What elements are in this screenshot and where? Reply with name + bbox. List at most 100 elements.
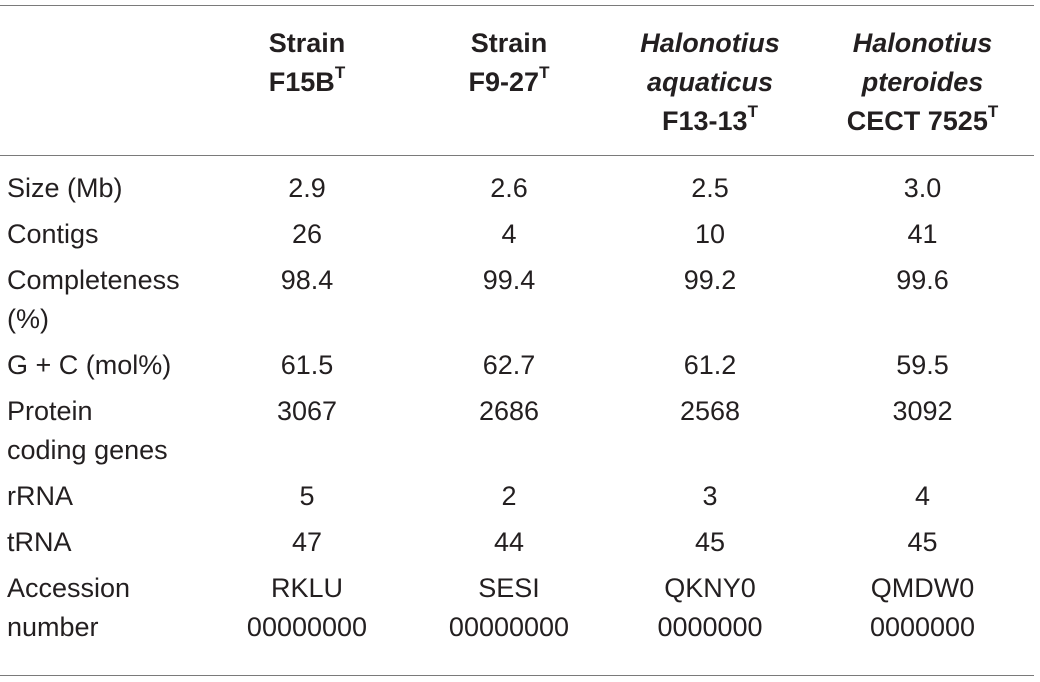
cell-value: 3 <box>702 481 718 511</box>
cell-value: 45 <box>694 527 726 557</box>
column-header-line: Strain <box>205 24 409 63</box>
cell-value: 99.4 <box>482 265 536 295</box>
table-cell: 5 <box>205 470 409 516</box>
table-body: Size (Mb) 2.9 2.6 2.5 3.0 Contigs 26 4 10 41 Compl… <box>0 155 1034 647</box>
column-header: Strain F15BT <box>205 6 409 155</box>
table-cell: 4 <box>811 470 1034 516</box>
cell-value: 41 <box>907 219 938 249</box>
cell-value: 2.9 <box>288 173 326 203</box>
table-row: Contigs 26 4 10 41 <box>0 208 1034 254</box>
cell-value: 98.4 <box>280 265 334 295</box>
cell-value: 4 <box>914 481 931 511</box>
table-cell: 2686 <box>409 385 609 470</box>
table-cell: 2.5 <box>609 155 811 208</box>
row-label-line: rRNA <box>7 481 73 511</box>
row-label: Protein coding genes <box>0 385 205 470</box>
table-cell: 4 <box>409 208 609 254</box>
column-header-text: pteroides <box>861 67 984 97</box>
table-cell: 61.2 <box>609 339 811 385</box>
table-cell: 44 <box>409 516 609 562</box>
row-label-line: tRNA <box>7 527 72 557</box>
cell-value: SESI <box>478 573 540 603</box>
table-cell: SESI 00000000 <box>409 562 609 647</box>
table-cell: 10 <box>609 208 811 254</box>
column-header-line: CECT 7525T <box>811 102 1034 141</box>
table-cell: 2.6 <box>409 155 609 208</box>
row-label-line: Protein <box>7 396 93 426</box>
table-row: tRNA 47 44 45 45 <box>0 516 1034 562</box>
table-cell: RKLU 00000000 <box>205 562 409 647</box>
table-cell: 2.9 <box>205 155 409 208</box>
row-label-line: coding genes <box>7 435 168 465</box>
row-label-line: Contigs <box>7 219 99 249</box>
table-row: Size (Mb) 2.9 2.6 2.5 3.0 <box>0 155 1034 208</box>
cell-value: 61.2 <box>683 350 737 380</box>
cell-value: 99.6 <box>896 265 949 295</box>
table-cell: 99.4 <box>409 254 609 339</box>
cell-value: 2 <box>501 481 517 511</box>
table-row: Accession number RKLU 00000000 SESI 00000000 Q… <box>0 562 1034 647</box>
column-header: Halonotius pteroides CECT 7525T <box>811 6 1034 155</box>
cell-value: 44 <box>493 527 525 557</box>
cell-value: 10 <box>694 219 726 249</box>
column-header-text: F13-13 <box>662 106 748 136</box>
cell-value: 0000000 <box>869 612 976 642</box>
table-cell: 61.5 <box>205 339 409 385</box>
table-cell: 98.4 <box>205 254 409 339</box>
type-strain-superscript: T <box>747 102 758 121</box>
cell-value: 5 <box>299 481 315 511</box>
cell-value: QKNY0 <box>664 573 756 603</box>
table-row: rRNA 5 2 3 4 <box>0 470 1034 516</box>
table-cell: 45 <box>609 516 811 562</box>
table-cell: QKNY0 0000000 <box>609 562 811 647</box>
row-label: Size (Mb) <box>0 155 205 208</box>
column-header-line: F9-27T <box>409 63 609 102</box>
type-strain-superscript: T <box>539 63 550 82</box>
column-header-text: aquaticus <box>646 67 774 97</box>
cell-value: 2568 <box>679 396 741 426</box>
column-header-text: Halonotius <box>640 28 780 58</box>
cell-value: 3.0 <box>903 173 942 203</box>
cell-value: 26 <box>291 219 323 249</box>
row-label: rRNA <box>0 470 205 516</box>
row-label-line: Accession <box>7 573 131 603</box>
row-label: Completeness (%) <box>0 254 205 339</box>
table-cell: 41 <box>811 208 1034 254</box>
cell-value: 2.5 <box>691 173 729 203</box>
column-header-line: aquaticus <box>609 63 811 102</box>
table-cell: 2 <box>409 470 609 516</box>
table-cell: 26 <box>205 208 409 254</box>
cell-value: 00000000 <box>448 612 570 642</box>
row-label-line: Completeness <box>7 265 180 295</box>
table-cell: QMDW0 0000000 <box>811 562 1034 647</box>
column-header-text: CECT 7525 <box>846 106 988 136</box>
cell-value: RKLU <box>270 573 344 603</box>
column-header: Halonotius aquaticus F13-13T <box>609 6 811 155</box>
table-cell: 3092 <box>811 385 1034 470</box>
column-header-line: Halonotius <box>609 24 811 63</box>
table-cell: 59.5 <box>811 339 1034 385</box>
table-cell: 47 <box>205 516 409 562</box>
cell-value: 61.5 <box>280 350 334 380</box>
row-label-line: Size (Mb) <box>7 173 123 203</box>
type-strain-superscript: T <box>987 102 999 121</box>
cell-value: 2686 <box>478 396 540 426</box>
table-cell: 2568 <box>609 385 811 470</box>
table-cell: 3.0 <box>811 155 1034 208</box>
column-header-line: pteroides <box>811 63 1034 102</box>
cell-value: 47 <box>291 527 323 557</box>
row-label: G + C (mol%) <box>0 339 205 385</box>
column-header-line: Halonotius <box>811 24 1034 63</box>
row-label: tRNA <box>0 516 205 562</box>
header-cell-empty <box>0 6 205 155</box>
column-header: Strain F9-27T <box>409 6 609 155</box>
column-header-text: F15B <box>268 67 335 97</box>
cell-value: 4 <box>501 219 517 249</box>
table-row: Protein coding genes 3067 2686 2568 3092 <box>0 385 1034 470</box>
cell-value: 2.6 <box>490 173 528 203</box>
column-header-text: F9-27 <box>468 67 540 97</box>
row-label-line: (%) <box>7 304 49 334</box>
cell-value: 00000000 <box>246 612 368 642</box>
cell-value: 3067 <box>276 396 338 426</box>
